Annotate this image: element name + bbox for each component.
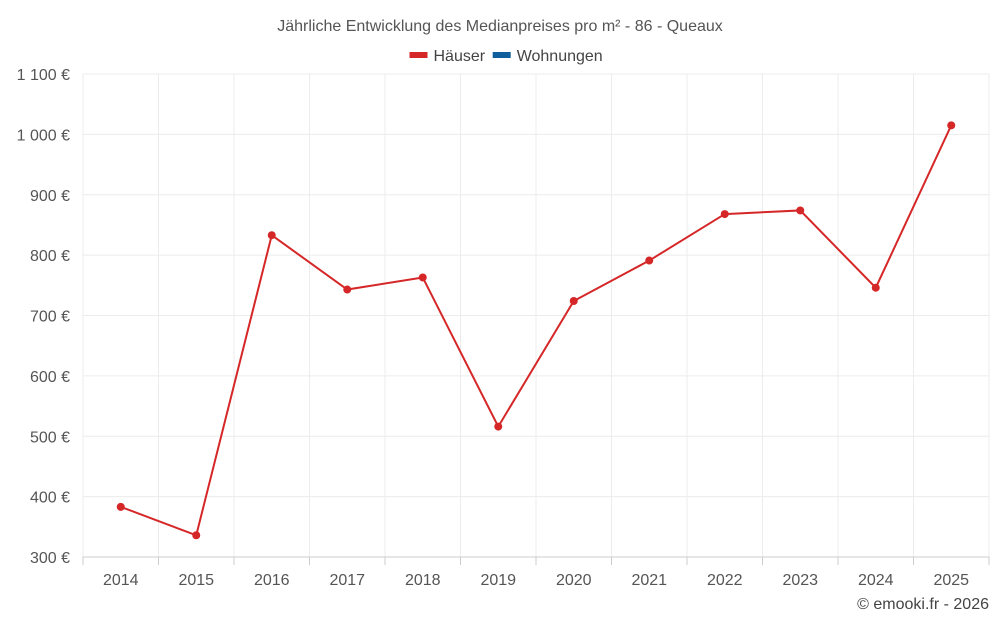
- y-tick-label: 500 €: [30, 429, 70, 446]
- data-point[interactable]: [645, 256, 654, 265]
- data-point[interactable]: [418, 273, 427, 282]
- y-tick-label: 1 000 €: [17, 127, 70, 144]
- y-axis: 300 € 400 € 500 € 600 € 700 € 800 € 900 € 1 000…: [17, 67, 70, 567]
- data-point[interactable]: [192, 531, 201, 540]
- data-point[interactable]: [494, 422, 503, 431]
- x-tick-label: 2018: [405, 572, 441, 589]
- x-tick-label: 2017: [329, 572, 365, 589]
- series-layer: [116, 121, 956, 540]
- data-point[interactable]: [116, 502, 125, 511]
- x-tick-label: 2024: [858, 572, 894, 589]
- x-tick-label: 2020: [556, 572, 592, 589]
- y-tick-label: 1 100 €: [17, 67, 70, 84]
- data-point[interactable]: [796, 206, 805, 215]
- y-tick-label: 400 €: [30, 490, 70, 507]
- series-line: [120, 124, 953, 537]
- legend-label[interactable]: Wohnungen: [517, 48, 603, 65]
- x-tick-label: 2015: [178, 572, 214, 589]
- x-axis: 2014 2015 2016 2017 2018 2019 2020 2021 2022 2023…: [82, 556, 990, 589]
- legend-label[interactable]: Häuser: [434, 48, 486, 65]
- data-point[interactable]: [569, 297, 578, 306]
- data-point[interactable]: [871, 283, 880, 292]
- y-tick-label: 800 €: [30, 248, 70, 265]
- grid: [82, 73, 990, 557]
- y-tick-label: 700 €: [30, 309, 70, 326]
- x-tick-label: 2025: [933, 572, 969, 589]
- y-tick-label: 300 €: [30, 550, 70, 567]
- legend-swatch: [409, 52, 428, 58]
- x-tick-label: 2022: [707, 572, 743, 589]
- y-tick-label: 900 €: [30, 188, 70, 205]
- data-point[interactable]: [947, 121, 956, 130]
- data-point[interactable]: [720, 210, 729, 219]
- x-tick-label: 2021: [631, 572, 667, 589]
- x-tick-label: 2023: [782, 572, 818, 589]
- legend: Häuser Wohnungen: [409, 48, 603, 65]
- legend-swatch: [492, 52, 511, 58]
- chart-title: Jährliche Entwicklung des Medianpreises …: [277, 18, 723, 35]
- x-tick-label: 2014: [103, 572, 139, 589]
- credit-text: © emooki.fr - 2026: [857, 596, 989, 613]
- x-tick-label: 2019: [480, 572, 516, 589]
- data-point[interactable]: [267, 231, 276, 240]
- data-point[interactable]: [343, 285, 352, 294]
- y-tick-label: 600 €: [30, 369, 70, 386]
- x-tick-label: 2016: [254, 572, 290, 589]
